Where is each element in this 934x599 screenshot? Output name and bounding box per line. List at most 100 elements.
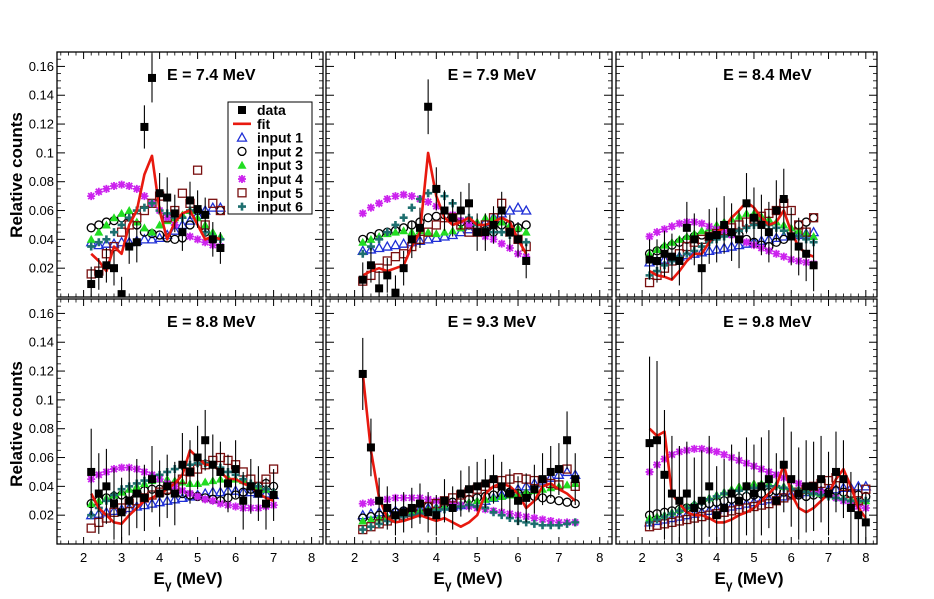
data-point xyxy=(415,499,424,508)
data-point xyxy=(697,264,706,273)
input-6-point xyxy=(563,519,572,528)
series-group xyxy=(85,53,227,297)
data-point xyxy=(675,496,684,505)
input-4-point xyxy=(193,235,202,244)
input-4-point xyxy=(497,239,506,248)
input-1-point xyxy=(138,233,151,244)
input-1-point xyxy=(430,232,442,243)
legend-label: input 5 xyxy=(257,185,303,201)
data-point xyxy=(358,369,367,378)
y-tick-label: 0.1 xyxy=(36,145,54,160)
legend-input-2-swatch xyxy=(237,146,247,157)
data-point xyxy=(254,489,263,498)
input-4-point xyxy=(132,184,141,193)
panel-title: E = 8.4 MeV xyxy=(723,67,812,84)
data-point xyxy=(407,235,416,244)
series-group xyxy=(643,356,872,544)
data-point xyxy=(772,496,781,505)
input-1-point xyxy=(146,233,158,244)
data-point xyxy=(399,264,408,273)
data-point xyxy=(802,249,811,258)
input-6-point xyxy=(497,228,506,237)
data-point xyxy=(125,496,134,505)
data-point xyxy=(465,485,473,494)
data-point xyxy=(94,489,103,498)
data-point xyxy=(391,288,400,297)
data-point xyxy=(571,475,580,484)
data-point xyxy=(497,482,506,491)
data-point xyxy=(407,503,416,512)
data-point xyxy=(514,496,523,505)
input-3-point xyxy=(147,227,157,236)
y-tick-label: 0.06 xyxy=(29,450,54,465)
input-3-point xyxy=(94,227,104,236)
x-tick-label: 7 xyxy=(270,550,277,565)
data-point xyxy=(366,261,375,270)
data-point xyxy=(424,508,433,517)
data-point xyxy=(802,482,811,491)
input-1-point xyxy=(447,229,459,240)
series-group xyxy=(85,409,280,544)
input-4-point xyxy=(779,252,788,261)
data-point xyxy=(163,482,172,491)
y-tick-label: 0.02 xyxy=(29,261,54,276)
input-6-point xyxy=(391,220,400,229)
input-1-point xyxy=(504,204,516,215)
data-point xyxy=(794,489,803,498)
data-point xyxy=(132,238,141,247)
data-point xyxy=(148,73,156,82)
input-1-point xyxy=(389,239,402,250)
input-4-point xyxy=(660,225,669,234)
data-point xyxy=(186,467,194,476)
x-tick-label: 4 xyxy=(156,550,163,565)
x-tick-label: 6 xyxy=(232,550,239,565)
input-1-point xyxy=(520,204,532,215)
data-point xyxy=(208,235,217,244)
input-4-point xyxy=(675,219,684,228)
input-4-point xyxy=(366,203,375,212)
input-4-point xyxy=(366,498,375,507)
data-point xyxy=(358,275,367,284)
data-point xyxy=(201,436,210,445)
data-point xyxy=(667,252,676,261)
input-1-point xyxy=(422,233,434,244)
data-point xyxy=(193,205,202,214)
data-point xyxy=(201,210,210,219)
input-1-point xyxy=(561,466,573,477)
data-point xyxy=(481,228,490,237)
data-point xyxy=(861,518,870,527)
input-4-point xyxy=(667,222,676,231)
input-1-point xyxy=(100,237,113,248)
input-6-point xyxy=(117,220,126,229)
y-tick-label: 0.04 xyxy=(29,479,54,494)
data-point xyxy=(448,503,457,512)
data-point xyxy=(366,443,375,452)
data-point xyxy=(87,467,96,476)
y-tick-label: 0.14 xyxy=(29,335,54,350)
x-tick-label: 7 xyxy=(825,550,832,565)
input-4-point xyxy=(465,220,473,229)
input-4-point xyxy=(530,514,539,523)
data-point xyxy=(155,189,164,198)
data-point xyxy=(735,496,744,505)
data-point xyxy=(735,235,744,244)
input-3-point xyxy=(423,227,433,236)
input-4-point xyxy=(117,463,126,472)
x-tick-label: 8 xyxy=(308,550,315,565)
panel-4: 2 3 4 5 6 7 8 0.02 0.04 0.06 0.08 0.1 0.12 0.14 0.16 E … xyxy=(29,298,324,565)
series-group xyxy=(643,168,820,295)
input-6-point xyxy=(140,203,149,212)
input-4-point xyxy=(407,192,416,201)
x-axis-label-3: Eγ (MeV) xyxy=(714,569,783,592)
y-tick-label: 0.08 xyxy=(29,174,54,189)
data-point xyxy=(193,453,202,462)
input-3-point xyxy=(358,237,368,246)
input-4-point xyxy=(117,180,126,189)
input-4-point xyxy=(358,209,367,218)
data-point xyxy=(705,232,714,241)
input-4-point xyxy=(87,192,96,201)
data-point xyxy=(787,475,796,484)
data-point xyxy=(712,511,721,520)
data-point xyxy=(645,255,654,264)
input-4-point xyxy=(358,499,367,508)
